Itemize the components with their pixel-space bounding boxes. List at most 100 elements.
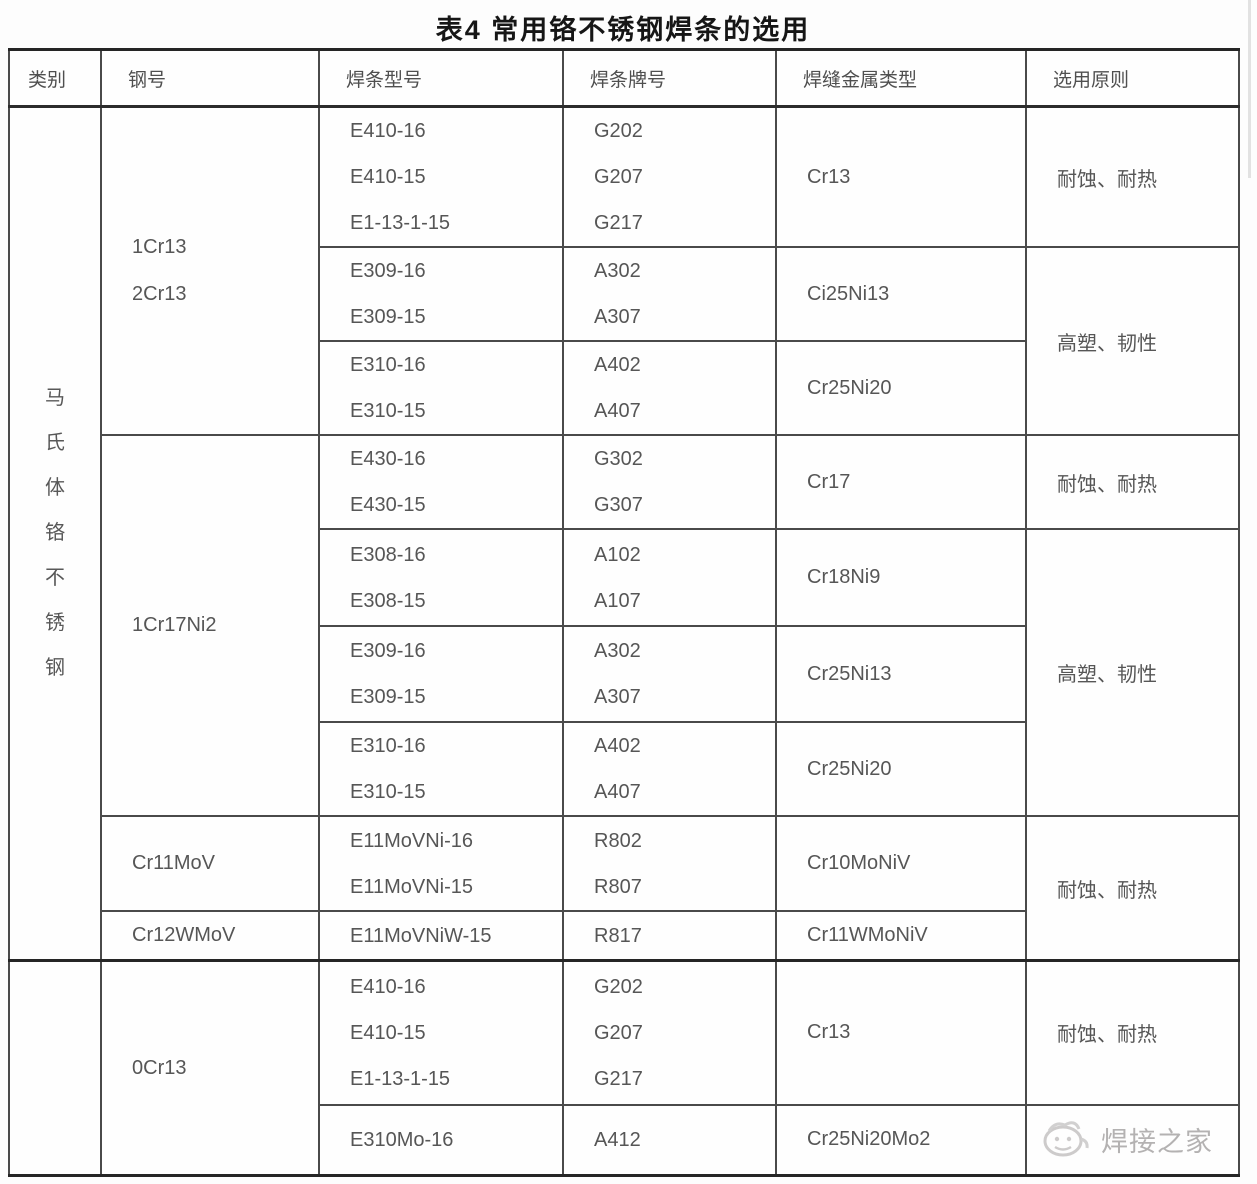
- principle-cell: 耐蚀、耐热: [1025, 815, 1240, 962]
- electrode-brand-cell: A412: [562, 1103, 777, 1177]
- steel-grade-cell: 1Cr17Ni2: [100, 434, 320, 817]
- electrode-selection-table: 类别 钢号 焊条型号 焊条牌号 焊缝金属类型 选用原则 马氏体铬不锈钢 1Cr1…: [8, 48, 1240, 1177]
- electrode-model: E410-15: [350, 1021, 426, 1044]
- electrode-brand-cell: A302 A307: [562, 246, 777, 342]
- electrode-model: E308-16: [350, 543, 426, 566]
- electrode-brand: G217: [594, 1067, 643, 1090]
- electrode-brand-cell: A302 A307: [562, 625, 777, 723]
- electrode-model: E308-15: [350, 589, 426, 612]
- electrode-brand-cell: G202 G207 G217: [562, 959, 777, 1106]
- block-row: Cr11MoV E11MoVNi-16 E11MoVNi-15 R802 R80…: [9, 815, 1240, 962]
- scrollbar-track: [1248, 0, 1251, 178]
- electrode-model-cell: E308-16 E308-15: [318, 528, 564, 627]
- category-cell-empty: [8, 959, 102, 1177]
- electrode-brand: G207: [594, 1021, 643, 1044]
- electrode-model: E309-16: [350, 260, 426, 282]
- electrode-brand: A307: [594, 686, 641, 708]
- steel-grade-cell: Cr12WMoV: [100, 910, 320, 962]
- electrode-brand-cell: A402 A407: [562, 340, 777, 436]
- electrode-model: E310-16: [350, 735, 426, 757]
- electrode-model-cell: E309-16 E309-15: [318, 246, 564, 342]
- principle-cell: 耐蚀、耐热: [1025, 434, 1240, 530]
- electrode-brand: A407: [594, 781, 641, 803]
- column-header-model: 焊条型号: [318, 48, 564, 108]
- watermark: 焊接之家: [1039, 1119, 1237, 1161]
- electrode-brand: R802: [594, 829, 642, 852]
- principle-cell: 耐蚀、耐热: [1025, 105, 1240, 248]
- steel-grade: Cr11MoV: [132, 852, 215, 874]
- weld-metal-cell: Cr10MoNiV: [775, 815, 1027, 912]
- electrode-model-cell: E11MoVNi-16 E11MoVNi-15: [318, 815, 564, 912]
- column-header-principle: 选用原则: [1025, 48, 1240, 108]
- weld-metal-cell: Cr18Ni9: [775, 528, 1027, 627]
- block-row: 马氏体铬不锈钢 1Cr13 2Cr13 E410-16 E410-15 E1-1…: [8, 105, 1240, 962]
- steel-grade: 0Cr13: [132, 1056, 187, 1079]
- weld-metal-cell: Cr13: [775, 105, 1027, 248]
- block-row: E308-16 E308-15 A102 A107 Cr18Ni9 高塑、韧性: [9, 528, 1240, 817]
- steel-grade: 1Cr17Ni2: [132, 614, 217, 636]
- block-row: 1Cr17Ni2 E430-16 E430-15 G302 G307 Cr17 …: [9, 434, 1240, 817]
- column-header-metal: 焊缝金属类型: [775, 48, 1027, 108]
- column-header-brand: 焊条牌号: [562, 48, 777, 108]
- weld-metal-cell: Cr17: [775, 434, 1027, 530]
- electrode-brand: G307: [594, 494, 643, 516]
- weld-metal-cell: Cr25Ni13: [775, 625, 1027, 723]
- electrode-model-cell: E309-16 E309-15: [318, 625, 564, 723]
- electrode-brand-cell: G302 G307: [562, 434, 777, 530]
- electrode-brand: R807: [594, 875, 642, 898]
- electrode-model: E11MoVNi-15: [350, 875, 474, 898]
- electrode-model-cell: E410-16 E410-15 E1-13-1-15: [318, 105, 564, 248]
- electrode-brand: A307: [594, 306, 641, 328]
- block-row: E310-16 E310-15 A402 A407 Cr25Ni20: [9, 721, 1239, 817]
- electrode-brand: R817: [594, 924, 642, 947]
- electrode-brand: G202: [594, 975, 643, 998]
- electrode-model: E11MoVNiW-15: [350, 924, 492, 947]
- electrode-model: E309-16: [350, 640, 426, 662]
- column-header-steel: 钢号: [100, 48, 320, 108]
- weld-metal-cell: Cr25Ni20: [775, 721, 1027, 817]
- block-row: E309-16 E309-15 A302 A307 Ci25Ni13 高塑、韧性: [9, 246, 1240, 436]
- electrode-model: E310-15: [350, 400, 426, 422]
- block-row: Cr12WMoV E11MoVNiW-15 R817 Cr11WMoNiV: [9, 910, 1239, 962]
- electrode-brand-cell: A402 A407: [562, 721, 777, 817]
- electrode-model: E309-15: [350, 686, 426, 708]
- category-vertical-label: 马氏体铬不锈钢: [45, 387, 65, 679]
- steel-grade: 2Cr13: [132, 283, 187, 305]
- weld-metal-cell: Cr25Ni20Mo2: [775, 1103, 1027, 1177]
- electrode-brand: A302: [594, 640, 641, 662]
- electrode-model: E310Mo-16: [350, 1128, 454, 1151]
- page-title: 表4 常用铬不锈钢焊条的选用: [435, 15, 811, 45]
- principle-cell: 耐蚀、耐热: [1025, 959, 1240, 1106]
- electrode-model: E410-16: [350, 975, 426, 998]
- electrode-brand: A107: [594, 589, 641, 612]
- header-row: 类别 钢号 焊条型号 焊条牌号 焊缝金属类型 选用原则: [8, 48, 1240, 108]
- electrode-brand: A407: [594, 400, 641, 422]
- electrode-model: E310-16: [350, 354, 426, 376]
- welding-home-logo-icon: [1043, 1121, 1089, 1157]
- block-row: 0Cr13 E410-16 E410-15 E1-13-1-15 G202 G2…: [8, 959, 1240, 1177]
- steel-grade: Cr12WMoV: [132, 924, 236, 946]
- electrode-model: E11MoVNi-16: [350, 829, 474, 852]
- electrode-brand-cell: R817: [562, 910, 777, 962]
- electrode-model-cell: E310Mo-16: [318, 1103, 564, 1177]
- electrode-model: E410-16: [350, 120, 426, 142]
- electrode-brand: A402: [594, 354, 641, 376]
- watermark-text: 焊接之家: [1101, 1127, 1213, 1158]
- category-cell-martensitic: 马氏体铬不锈钢: [8, 105, 102, 962]
- weld-metal-cell: Ci25Ni13: [775, 246, 1027, 342]
- block-row: E310-16 E310-15 A402 A407 Cr25Ni20: [9, 340, 1239, 436]
- electrode-model: E1-13-1-15: [350, 212, 451, 234]
- block-row: E309-16 E309-15 A302 A307 Cr25Ni13: [9, 625, 1239, 723]
- electrode-model-cell: E310-16 E310-15: [318, 721, 564, 817]
- weld-metal-cell: Cr25Ni20: [775, 340, 1027, 436]
- electrode-model-cell: E430-16 E430-15: [318, 434, 564, 530]
- electrode-brand-cell: A102 A107: [562, 528, 777, 627]
- electrode-brand: G202: [594, 120, 643, 142]
- steel-grade: 1Cr13: [132, 236, 187, 258]
- electrode-brand: G302: [594, 448, 643, 470]
- weld-metal-cell: Cr13: [775, 959, 1027, 1106]
- electrode-model-cell: E11MoVNiW-15: [318, 910, 564, 962]
- electrode-model-cell: E410-16 E410-15 E1-13-1-15: [318, 959, 564, 1106]
- electrode-model: E430-15: [350, 494, 426, 516]
